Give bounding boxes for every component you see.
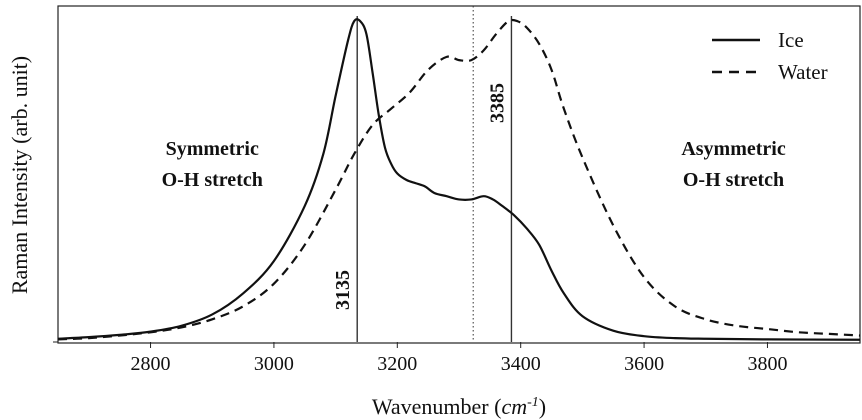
peak-label-3385: 3385 <box>486 83 508 123</box>
annotations: Symmetric O-H stretch Asymmetric O-H stretc… <box>162 138 786 191</box>
x-axis-label-unit: cm <box>501 394 527 419</box>
legend: Ice Water <box>712 28 828 84</box>
legend-label-water: Water <box>778 60 828 84</box>
annotation-asymmetric-line-2: O-H stretch <box>683 169 784 191</box>
series-line-ice <box>57 18 861 341</box>
x-axis-label-main: Wavenumber ( <box>372 394 502 419</box>
reference-lines <box>356 6 513 342</box>
annotation-symmetric-line-2: O-H stretch <box>162 169 263 191</box>
x-tick-label-3400: 3400 <box>501 353 541 375</box>
annotation-symmetric-line-1: Symmetric <box>166 138 259 160</box>
series-line-water <box>57 18 861 341</box>
series-layer <box>57 18 861 341</box>
x-tick-label-3600: 3600 <box>624 353 664 375</box>
x-axis-label: Wavenumber (cm-1) <box>372 394 546 419</box>
y-axis-label: Raman Intensity (arb. unit) <box>7 56 32 294</box>
x-axis-label-exp: -1 <box>527 395 539 410</box>
peak-labels: 3135 3385 <box>332 83 508 310</box>
x-tick-label-3200: 3200 <box>377 353 417 375</box>
x-axis-label-close: ) <box>539 394 546 419</box>
x-tick-label-2800: 2800 <box>131 353 171 375</box>
x-tick-label-3000: 3000 <box>254 353 294 375</box>
plot-frame <box>57 5 861 344</box>
annotation-asymmetric-line-1: Asymmetric <box>681 138 786 160</box>
x-tick-label-3800: 3800 <box>747 353 787 375</box>
legend-label-ice: Ice <box>778 28 804 52</box>
peak-label-3135: 3135 <box>332 270 354 310</box>
x-ticks: 2800 3000 3200 3400 3600 3800 <box>131 342 787 375</box>
